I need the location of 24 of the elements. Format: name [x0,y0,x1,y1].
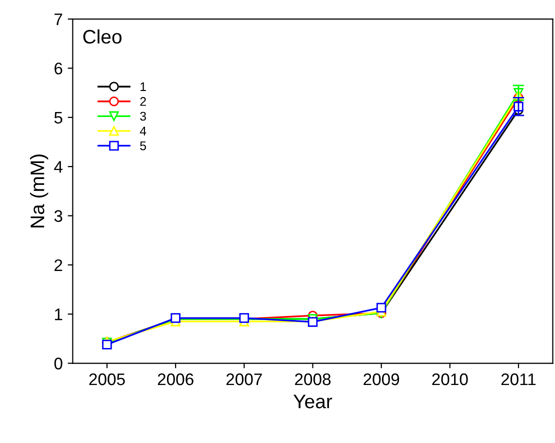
x-tick-label: 2006 [158,373,194,386]
x-tick-label: 2009 [364,373,400,386]
legend-label: 3 [140,112,146,121]
y-tick-label: 6 [54,62,62,74]
y-tick-label: 3 [54,210,62,222]
x-axis-title: Year [294,394,332,408]
y-tick-label: 4 [54,161,62,173]
x-tick-label: 2010 [432,373,468,386]
x-tick-label: 2011 [501,373,536,386]
y-axis-title: Na (mM) [30,154,48,228]
legend-label: 5 [140,142,146,150]
annotation: Cleo [83,29,122,44]
y-tick-label: 1 [54,308,62,320]
y-tick-label: 7 [54,14,62,26]
y-tick-label: 5 [54,112,62,124]
x-tick-label: 2007 [226,373,262,386]
y-tick-label: 0 [54,358,62,370]
legend-label: 2 [140,97,146,106]
x-tick-label: 2005 [89,373,125,386]
x-tick-label: 2008 [295,373,331,386]
legend-label: 1 [140,82,146,91]
legend-label: 4 [140,126,146,136]
point [376,302,386,313]
y-tick-label: 2 [54,259,62,271]
